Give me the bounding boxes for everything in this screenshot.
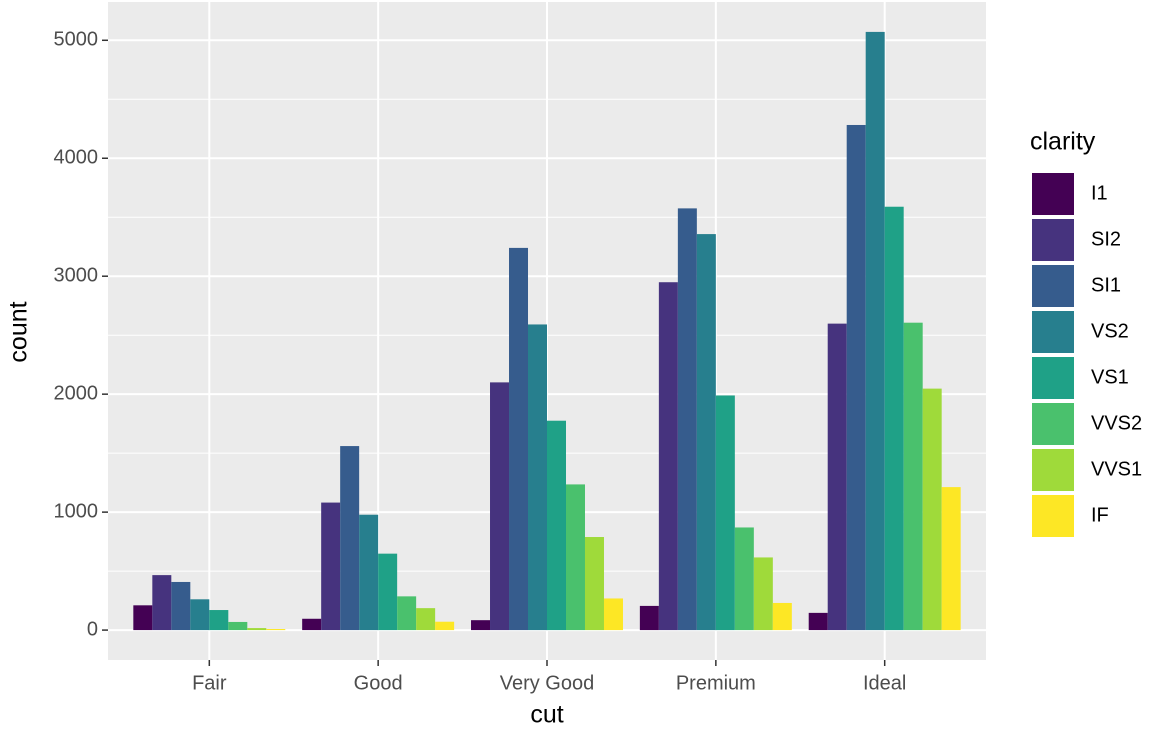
bar	[209, 610, 229, 631]
legend-key	[1030, 217, 1076, 263]
bar	[490, 382, 510, 631]
bar	[677, 208, 697, 631]
legend-label: VVS2	[1091, 412, 1142, 434]
legend-label: VS1	[1091, 366, 1129, 388]
bar	[528, 324, 547, 631]
bar	[808, 612, 828, 631]
bar	[639, 605, 659, 631]
legend-label: VS2	[1091, 320, 1129, 342]
x-tick-label: Premium	[676, 672, 756, 694]
y-tick-label: 4000	[54, 147, 99, 169]
legend-key	[1030, 447, 1076, 493]
bar	[397, 596, 417, 631]
bar	[603, 598, 623, 631]
bar	[190, 599, 210, 631]
bar	[152, 575, 172, 631]
legend-label: I1	[1091, 182, 1108, 204]
x-tick-label: Fair	[192, 672, 227, 694]
bar	[171, 581, 191, 631]
x-tick-label: Good	[354, 672, 403, 694]
bar	[228, 621, 248, 631]
legend-key	[1030, 493, 1076, 539]
legend-title: clarity	[1030, 128, 1096, 156]
bar	[715, 395, 735, 631]
bar	[266, 629, 286, 631]
bar	[547, 420, 566, 631]
legend-label: VVS1	[1091, 458, 1142, 480]
bar	[922, 388, 942, 631]
bar	[696, 234, 716, 631]
y-tick-label: 3000	[54, 264, 99, 286]
bar	[509, 247, 529, 631]
bar	[753, 557, 773, 631]
bar	[359, 514, 379, 631]
bar	[658, 282, 678, 631]
bar	[903, 322, 923, 631]
y-tick-label: 5000	[54, 29, 99, 51]
bar	[772, 602, 792, 631]
bar	[846, 124, 866, 631]
legend-label: IF	[1091, 504, 1109, 526]
bar	[471, 620, 491, 631]
bar	[865, 31, 885, 631]
y-tick-label: 2000	[54, 382, 99, 404]
bar	[884, 206, 904, 631]
legend-key	[1030, 263, 1076, 309]
bar	[827, 323, 847, 631]
legend-key	[1030, 355, 1076, 401]
legend-key	[1030, 171, 1076, 217]
bar	[133, 605, 153, 631]
bar	[584, 537, 604, 631]
bar	[416, 608, 436, 631]
y-axis-title: count	[5, 301, 33, 362]
legend-label: SI2	[1091, 228, 1121, 250]
bar	[941, 487, 961, 631]
bar	[340, 446, 360, 631]
y-tick-label: 1000	[54, 500, 99, 522]
bar	[565, 484, 585, 631]
y-tick-label: 0	[87, 618, 98, 640]
bar	[321, 502, 341, 631]
legend-label: SI1	[1091, 274, 1121, 296]
x-tick-label: Very Good	[500, 672, 595, 694]
x-axis-title: cut	[530, 701, 563, 729]
x-tick-label: Ideal	[863, 672, 906, 694]
legend-key	[1030, 401, 1076, 447]
bar	[435, 621, 455, 631]
legend-key	[1030, 309, 1076, 355]
bar	[247, 628, 267, 631]
bar	[302, 618, 322, 631]
bar	[734, 527, 754, 631]
bar	[378, 553, 398, 631]
